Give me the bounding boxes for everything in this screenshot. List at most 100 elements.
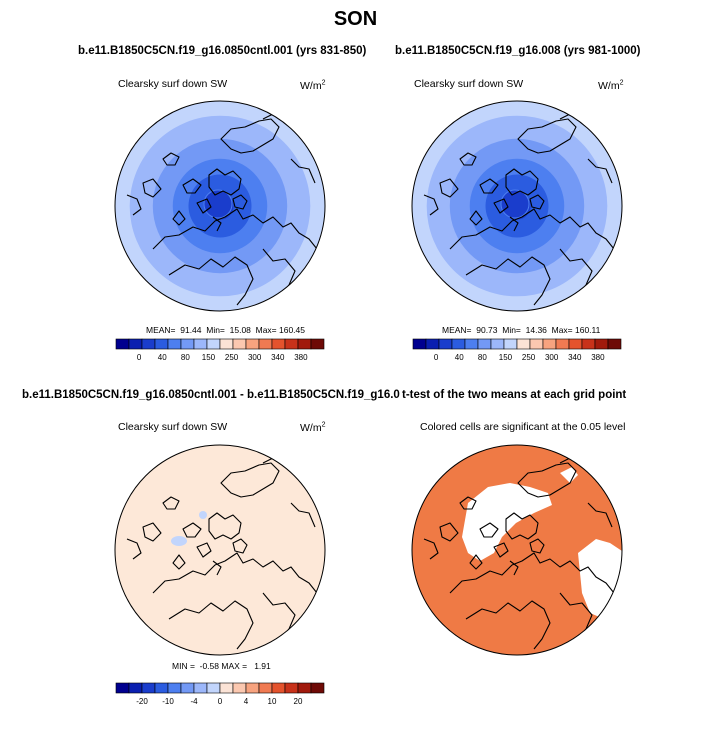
colorbar-box-16 <box>310 338 325 350</box>
stats-exp: MEAN= 90.73 Min= 14.36 Max= 160.11 <box>442 325 601 335</box>
colorbar-box-10 <box>529 338 544 350</box>
colorbar-box-3 <box>438 338 453 350</box>
polar-map-ttest <box>411 444 623 656</box>
coastline-5 <box>529 194 545 210</box>
coastline-5 <box>529 538 545 554</box>
colorbar-tick-label: 150 <box>202 353 216 362</box>
colorbar-tick-label: 4 <box>244 697 249 706</box>
colorbar-box-15 <box>297 338 312 350</box>
coastline-15 <box>172 210 186 226</box>
map-border <box>411 100 623 312</box>
coastline-12 <box>459 152 477 166</box>
variable-label-exp: Clearsky surf down SW <box>414 78 524 90</box>
colorbar-box-9 <box>219 682 234 694</box>
coastline-4 <box>208 168 242 196</box>
coastline-2 <box>168 256 254 306</box>
coastline-5 <box>232 194 248 210</box>
coastline-2 <box>168 600 254 650</box>
colorbar-tick-label: 250 <box>225 353 239 362</box>
colorbar-tick-label: 40 <box>455 353 464 362</box>
units-label-diff: W/m2 <box>300 421 326 435</box>
colorbar-box-15 <box>297 682 312 694</box>
coastline-5 <box>232 538 248 554</box>
colorbar-tick-label: 40 <box>158 353 167 362</box>
coastline-10 <box>142 178 162 198</box>
coastline-1 <box>449 552 615 594</box>
colorbar-box-2 <box>128 682 143 694</box>
colorbar-box-3 <box>141 682 156 694</box>
colorbar-box-10 <box>232 682 247 694</box>
colorbar-box-12 <box>258 338 273 350</box>
colorbar-tick-label: 80 <box>478 353 487 362</box>
coastline-13 <box>587 502 613 528</box>
colorbar-tick-label: 0 <box>218 697 223 706</box>
coastline-6 <box>479 522 499 538</box>
map-border <box>114 444 326 656</box>
colorbar-tick-label: 250 <box>522 353 536 362</box>
colorbar-box-16 <box>607 338 622 350</box>
panel-title-ttest: t-test of the two means at each grid poi… <box>400 389 627 401</box>
figure-title: SON <box>333 8 378 30</box>
coastline-13 <box>290 502 316 528</box>
colorbar-tick-label: 20 <box>294 697 303 706</box>
map-border <box>411 444 623 656</box>
variable-label-ttest: Colored cells are significant at the 0.0… <box>420 421 626 433</box>
colorbar-box-16 <box>310 682 325 694</box>
pole-cell <box>203 189 233 219</box>
coastline-7 <box>493 542 509 558</box>
coastline-14 <box>212 560 222 576</box>
coastline-1 <box>152 552 318 594</box>
colorbar-box-9 <box>516 338 531 350</box>
coastline-2 <box>465 600 551 650</box>
coastline-8 <box>517 462 577 498</box>
coastline-13 <box>587 158 613 184</box>
variable-label-ctrl: Clearsky surf down SW <box>118 78 228 90</box>
coastline-7 <box>493 198 509 214</box>
non-significant-region-3 <box>560 467 578 483</box>
colorbar-tick-label: 380 <box>294 353 308 362</box>
colorbar-box-1 <box>115 682 130 694</box>
colorbar-box-8 <box>206 338 221 350</box>
coastline-10 <box>142 522 162 542</box>
coastline-10 <box>439 522 459 542</box>
coastline-14 <box>509 560 519 576</box>
anomaly-cell-1 <box>171 536 187 546</box>
colorbar-box-8 <box>503 338 518 350</box>
panel-title-diff: b.e11.B1850C5CN.f19_g16.0850cntl.001 - b… <box>22 389 413 401</box>
colorbar-tick-label: 10 <box>268 697 277 706</box>
colorbar-tick-label: 80 <box>181 353 190 362</box>
colorbar-box-13 <box>271 338 286 350</box>
colorbar-tick-label: 380 <box>591 353 605 362</box>
anomaly-cell-2 <box>199 511 207 519</box>
colorbar-tick-label: 300 <box>545 353 559 362</box>
colorbar-tick-label: 0 <box>434 353 439 362</box>
colorbar-box-13 <box>568 338 583 350</box>
colorbar-box-2 <box>425 338 440 350</box>
colorbar-box-7 <box>193 682 208 694</box>
panel-title-exp: b.e11.B1850C5CN.f19_g16.008 (yrs 981-100… <box>395 45 641 57</box>
coastline-6 <box>182 178 202 194</box>
colorbar-box-11 <box>245 338 260 350</box>
coastline-15 <box>469 554 483 570</box>
coastline-13 <box>290 158 316 184</box>
map-border <box>114 100 326 312</box>
colorbar-box-7 <box>490 338 505 350</box>
colorbar-tick-label: 340 <box>568 353 582 362</box>
field-band-1 <box>115 445 325 655</box>
colorbar-box-12 <box>555 338 570 350</box>
coastline-14 <box>212 216 222 232</box>
coastline-8 <box>220 462 280 498</box>
colorbar-box-14 <box>581 338 596 350</box>
colorbar-box-3 <box>141 338 156 350</box>
colorbar-box-2 <box>128 338 143 350</box>
coastline-14 <box>509 216 519 232</box>
colorbar-box-4 <box>154 682 169 694</box>
colorbar-box-10 <box>232 338 247 350</box>
colorbar-exp: 0 40 80 150 250 300 340 380 <box>412 338 622 362</box>
coastline-10 <box>439 178 459 198</box>
coastline-12 <box>162 152 180 166</box>
variable-label-diff: Clearsky surf down SW <box>118 421 228 433</box>
coastline-6 <box>182 522 202 538</box>
colorbar-box-13 <box>271 682 286 694</box>
colorbar-tick-label: 300 <box>248 353 262 362</box>
